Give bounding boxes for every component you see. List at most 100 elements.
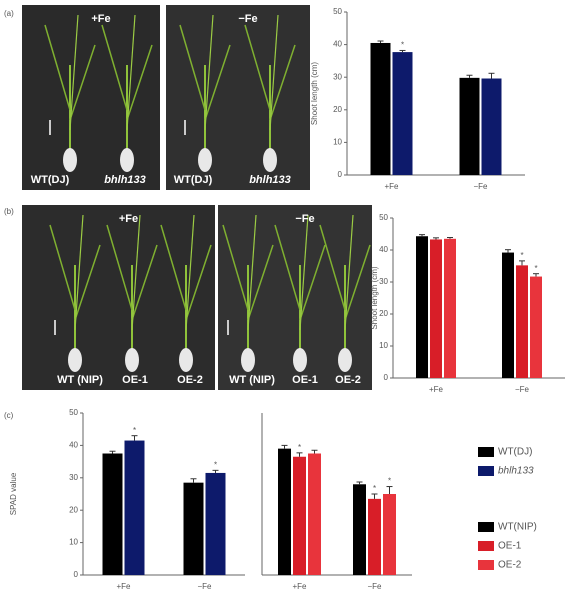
photo-label: WT(DJ): [31, 174, 70, 186]
plant-leaf: [204, 44, 231, 121]
plant-leaf: [185, 244, 212, 321]
photo-title: −Fe: [295, 213, 314, 225]
plant-root: [125, 348, 139, 372]
plant-leaf: [74, 214, 84, 331]
plant-leaf: [269, 14, 279, 131]
bar: [183, 482, 204, 575]
plant-leaf: [179, 24, 206, 111]
significance: *: [214, 460, 217, 469]
legend-label: OE-1: [498, 541, 522, 552]
plant-leaf: [319, 224, 346, 311]
plant-leaf: [299, 214, 309, 331]
bar: [416, 236, 428, 378]
photo-label: OE-1: [292, 374, 318, 386]
legend-swatch: [478, 466, 494, 476]
y-tick-label: 50: [379, 213, 388, 222]
photo-label: OE-2: [177, 374, 203, 386]
y-tick-label: 0: [74, 570, 79, 579]
x-tick-label: −Fe: [473, 182, 488, 191]
y-tick-label: 10: [333, 138, 342, 147]
legend-label: bhlh133: [498, 466, 534, 477]
plant-root: [263, 148, 277, 172]
x-tick-label: +Fe: [292, 582, 307, 591]
plant-leaf: [247, 214, 257, 331]
y-axis-label: Shoot length (cm): [310, 62, 319, 125]
plant-leaf: [299, 244, 326, 321]
y-tick-label: 50: [333, 7, 342, 16]
plant-leaf: [204, 14, 214, 131]
plant-leaf: [344, 214, 354, 331]
photo-label: WT (NIP): [57, 374, 103, 386]
legend-swatch: [478, 522, 494, 532]
bar: [530, 276, 542, 378]
significance: *: [298, 443, 301, 452]
plant-root: [179, 348, 193, 372]
x-tick-label: +Fe: [384, 182, 399, 191]
x-tick-label: −Fe: [197, 582, 212, 591]
legend-label: WT(DJ): [498, 447, 532, 458]
photo-label: WT(DJ): [174, 174, 213, 186]
photo-title: +Fe: [91, 13, 110, 25]
plant-leaf: [160, 224, 187, 311]
plant-root: [241, 348, 255, 372]
y-tick-label: 20: [69, 505, 78, 514]
bar: [370, 42, 391, 175]
significance: *: [388, 477, 391, 486]
significance: *: [373, 484, 376, 493]
bar: [124, 440, 145, 575]
x-tick-label: +Fe: [116, 582, 131, 591]
y-tick-label: 40: [379, 245, 388, 254]
y-tick-label: 0: [384, 373, 389, 382]
plant-leaf: [101, 24, 128, 111]
plant-root: [198, 148, 212, 172]
plant-leaf: [131, 244, 158, 321]
legend-swatch: [478, 560, 494, 570]
bar: [502, 252, 514, 378]
significance: *: [401, 41, 404, 50]
bar: [392, 52, 413, 175]
bar: [383, 494, 396, 575]
photo: [166, 5, 310, 190]
plant-leaf: [44, 24, 71, 111]
photo-title: +Fe: [119, 213, 138, 225]
plant-leaf: [74, 244, 101, 321]
x-tick-label: +Fe: [429, 385, 444, 394]
panel-label: (b): [4, 207, 14, 216]
bar: [293, 456, 306, 575]
photo-label: WT (NIP): [229, 374, 275, 386]
y-axis-label: SPAD value: [9, 472, 18, 515]
y-tick-label: 10: [379, 341, 388, 350]
significance: *: [534, 264, 537, 273]
bar: [459, 77, 480, 175]
y-tick-label: 30: [69, 473, 78, 482]
legend-label: WT(NIP): [498, 522, 537, 533]
y-tick-label: 40: [333, 40, 342, 49]
y-tick-label: 50: [69, 408, 78, 417]
bar: [205, 472, 226, 575]
plant-leaf: [126, 14, 136, 131]
photo: [22, 5, 160, 190]
y-tick-label: 20: [333, 105, 342, 114]
bar: [516, 265, 528, 378]
y-tick-label: 30: [379, 277, 388, 286]
plant-leaf: [244, 24, 271, 111]
panel-label: (a): [4, 9, 14, 18]
significance: *: [520, 251, 523, 260]
bar: [444, 238, 456, 378]
plant-leaf: [247, 244, 274, 321]
legend-swatch: [478, 447, 494, 457]
plant-root: [63, 148, 77, 172]
plant-root: [338, 348, 352, 372]
plant-leaf: [185, 214, 195, 331]
x-tick-label: −Fe: [515, 385, 530, 394]
bar: [353, 484, 366, 575]
legend-label: OE-2: [498, 560, 522, 571]
plant-leaf: [49, 224, 76, 311]
y-axis-label: Shoot length (cm): [370, 266, 379, 329]
y-tick-label: 0: [338, 170, 343, 179]
panel-label: (c): [4, 411, 14, 420]
plant-leaf: [69, 44, 96, 121]
y-tick-label: 10: [69, 538, 78, 547]
plant-leaf: [222, 224, 249, 311]
